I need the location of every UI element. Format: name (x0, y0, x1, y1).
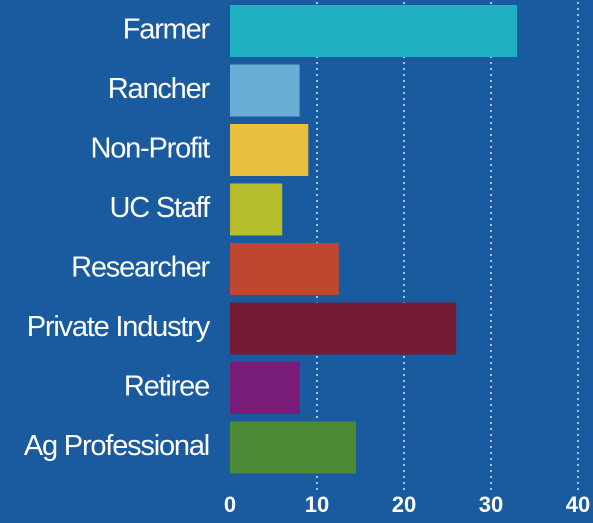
bar (230, 5, 518, 57)
category-label: UC Staff (110, 192, 212, 224)
category-label: Retiree (124, 371, 209, 403)
category-label: Non-Profit (90, 133, 210, 165)
x-tick-label: 0 (224, 492, 236, 517)
category-label: Ag Professional (24, 430, 209, 462)
bar (230, 243, 339, 295)
bar (230, 64, 300, 117)
bar (230, 183, 283, 236)
category-label: Rancher (108, 73, 211, 105)
x-tick-label: 10 (305, 492, 329, 517)
bar (230, 302, 457, 355)
x-tick-label: 20 (392, 492, 416, 517)
x-tick-label: 40 (566, 492, 590, 517)
x-tick-label: 30 (479, 492, 503, 517)
category-label: Private Industry (27, 311, 211, 343)
category-label: Researcher (71, 252, 210, 284)
category-label: Farmer (123, 14, 211, 46)
bar (230, 421, 357, 474)
bar (230, 362, 300, 414)
bar (230, 124, 309, 176)
